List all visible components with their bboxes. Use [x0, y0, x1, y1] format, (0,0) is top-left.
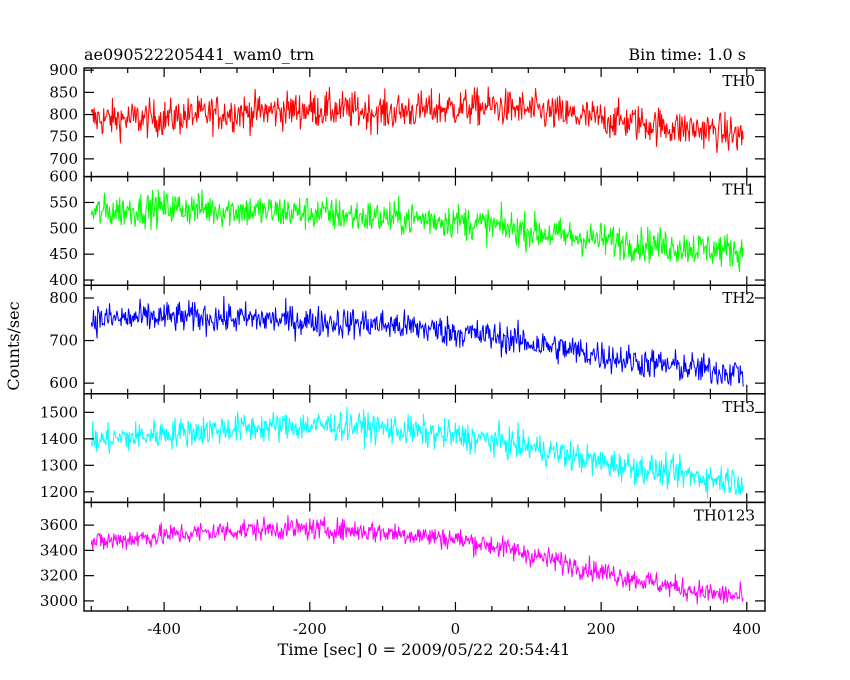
chart-title: ae090522205441_wam0_trn	[84, 45, 314, 64]
series-label-th2: TH2	[722, 289, 755, 307]
y-tick-label: 800	[49, 289, 78, 307]
x-tick-label: -200	[293, 620, 327, 638]
x-tick-label: 0	[451, 620, 461, 638]
series-label-th1: TH1	[722, 181, 755, 199]
panels: 700750800850900TH0400450500550600TH16007…	[40, 61, 766, 612]
x-tick-label: 400	[732, 620, 761, 638]
y-tick-label: 1500	[40, 403, 78, 421]
y-tick-label: 1400	[40, 430, 78, 448]
panel-th1: 400 450 500 550 600 TH1	[49, 168, 766, 289]
panel-frame	[83, 501, 766, 612]
panel-th0: 700 750 800 850 900 TH0	[49, 61, 766, 178]
series-line-th1	[90, 189, 744, 273]
y-tick-label: 450	[49, 245, 78, 263]
y-tick-label: 700	[49, 332, 78, 350]
series-line-th2	[90, 296, 744, 387]
y-tick-label: 1300	[40, 456, 78, 474]
series-label-th0123: TH0123	[694, 506, 755, 524]
panel-frame	[83, 393, 766, 504]
y-tick-label: 400	[49, 271, 78, 289]
series-label-th3: TH3	[722, 398, 755, 416]
y-tick-label: 600	[49, 374, 78, 392]
x-tick-label: -400	[147, 620, 181, 638]
y-tick-label: 550	[49, 193, 78, 211]
panel-frame	[83, 175, 766, 286]
series-line-th0123	[90, 515, 744, 605]
y-tick-label: 3600	[40, 516, 78, 534]
panel-th2: 600 700 800 TH2	[49, 284, 766, 395]
x-tick-label: 200	[587, 620, 616, 638]
x-axis-label: Time [sec] 0 = 2009/05/22 20:54:41	[278, 640, 571, 659]
x-axis: -400 -200 0 200 400	[147, 620, 761, 638]
y-tick-label: 900	[49, 61, 78, 79]
y-tick-label: 3200	[40, 567, 78, 585]
y-tick-label: 3400	[40, 541, 78, 559]
y-tick-label: 1200	[40, 483, 78, 501]
y-tick-label: 3000	[40, 592, 78, 610]
y-tick-label: 850	[49, 83, 78, 101]
y-tick-label: 750	[49, 128, 78, 146]
y-tick-label: 500	[49, 219, 78, 237]
y-axis-label: Counts/sec	[4, 301, 23, 390]
series-line-th3	[90, 406, 744, 499]
y-tick-label: 600	[49, 168, 78, 186]
chart-subtitle: Bin time: 1.0 s	[628, 45, 746, 64]
y-tick-label: 700	[49, 150, 78, 168]
y-tick-label: 800	[49, 106, 78, 124]
panel-th0123: 3000 3200 3400 3600 TH0123	[40, 501, 766, 612]
series-label-th0: TH0	[722, 72, 755, 90]
panel-th3: 1200 1300 1400 1500 TH3	[40, 393, 766, 504]
series-line-th0	[90, 86, 744, 154]
panel-frame	[83, 284, 766, 395]
